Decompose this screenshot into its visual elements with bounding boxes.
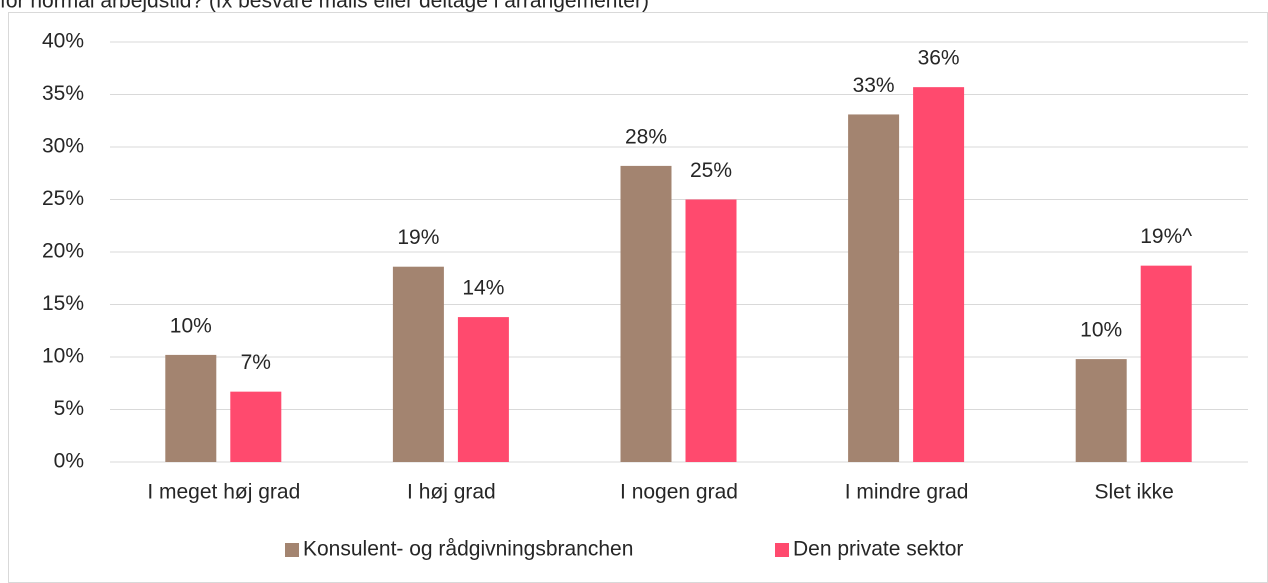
x-tick-label: I mindre grad	[845, 481, 969, 504]
y-tick-label: 15%	[42, 292, 84, 315]
y-tick-label: 20%	[42, 240, 84, 263]
bar	[913, 87, 965, 463]
data-label: 25%	[690, 159, 732, 182]
x-tick-label: I meget høj grad	[147, 481, 300, 504]
bar	[685, 199, 737, 462]
y-tick-label: 30%	[42, 135, 84, 158]
y-tick-label: 25%	[42, 187, 84, 210]
legend-swatch	[775, 543, 789, 557]
data-label: 19%^	[1140, 225, 1192, 248]
data-label: 14%	[462, 277, 504, 300]
data-label: 10%	[170, 314, 212, 337]
data-label: 19%	[397, 226, 439, 249]
y-tick-label: 40%	[42, 30, 84, 53]
legend-swatch	[285, 543, 299, 557]
bar	[620, 165, 672, 462]
y-tick-label: 0%	[54, 450, 84, 473]
bar	[392, 266, 444, 462]
y-tick-label: 10%	[42, 345, 84, 368]
x-tick-label: I høj grad	[407, 481, 496, 504]
bar	[1075, 359, 1127, 462]
bar	[848, 114, 900, 462]
x-tick-label: Slet ikke	[1095, 481, 1174, 504]
chart-title: for normal arbejdstid? (fx besvare mails…	[0, 0, 649, 13]
bar	[457, 317, 509, 462]
data-label: 33%	[853, 74, 895, 97]
x-tick-label: I nogen grad	[620, 481, 738, 504]
data-label: 28%	[625, 125, 667, 148]
data-label: 10%	[1080, 319, 1122, 342]
data-label: 36%	[918, 47, 960, 70]
y-tick-label: 5%	[54, 397, 84, 420]
data-label: 7%	[241, 351, 271, 374]
bar	[1140, 265, 1192, 462]
legend-label: Konsulent- og rådgivningsbranchen	[303, 538, 633, 561]
legend-label: Den private sektor	[793, 538, 963, 561]
y-tick-label: 35%	[42, 82, 84, 105]
bar	[165, 354, 217, 462]
bar	[230, 391, 282, 462]
